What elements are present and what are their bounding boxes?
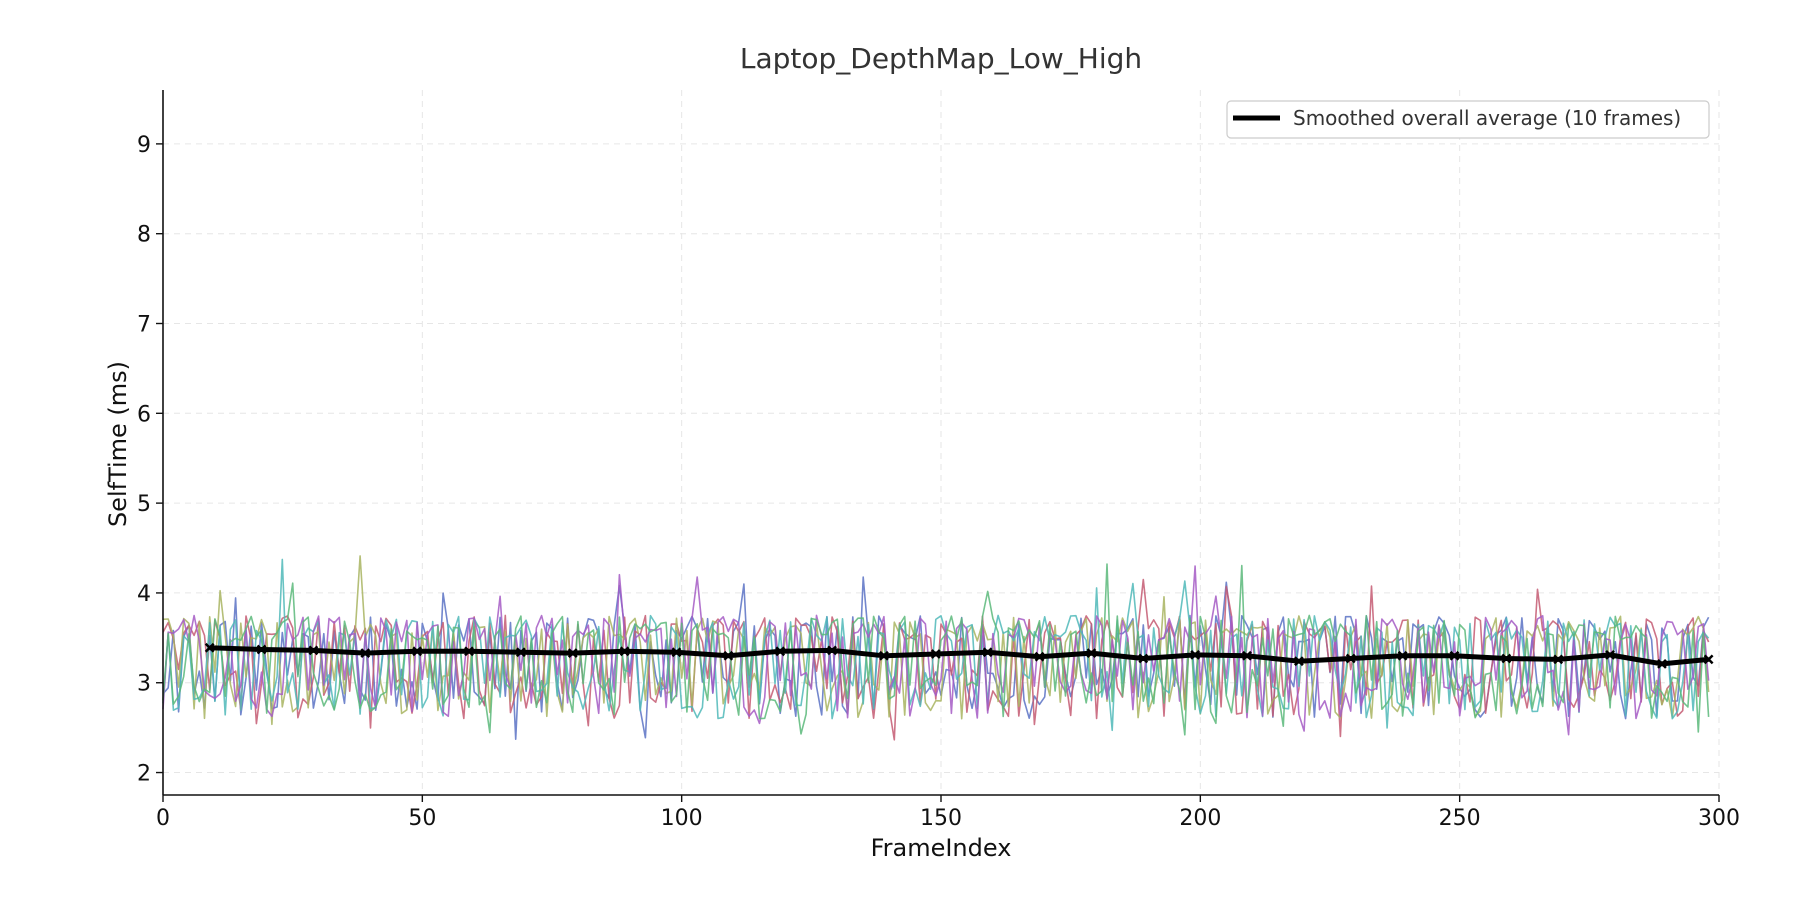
x-tick-label: 50 bbox=[408, 806, 436, 831]
y-tick-label: 5 bbox=[137, 492, 151, 517]
y-tick-label: 7 bbox=[137, 313, 151, 338]
average-point bbox=[256, 644, 267, 655]
average-point bbox=[567, 648, 578, 658]
average-point bbox=[1703, 654, 1714, 665]
y-tick-label: 6 bbox=[137, 402, 151, 427]
legend-label: Smoothed overall average (10 frames) bbox=[1293, 106, 1681, 130]
x-tick-label: 250 bbox=[1439, 806, 1481, 831]
average-point bbox=[1034, 651, 1045, 662]
average-point bbox=[775, 646, 786, 657]
average-point bbox=[1242, 650, 1252, 661]
x-tick-label: 200 bbox=[1179, 806, 1221, 831]
axis-layer: 0 50 100 150 200 250 300 2 3 4 5 6 7 8 9 bbox=[137, 90, 1740, 831]
average-point bbox=[1138, 653, 1149, 664]
average-point bbox=[879, 650, 889, 661]
average-point bbox=[412, 646, 423, 657]
average-point bbox=[1605, 650, 1615, 660]
average-point bbox=[515, 647, 526, 658]
average-point bbox=[360, 648, 371, 658]
average-series-line bbox=[209, 645, 1709, 667]
x-axis-label: FrameIndex bbox=[871, 834, 1012, 862]
average-point bbox=[464, 646, 474, 657]
y-tick-label: 9 bbox=[137, 133, 151, 158]
average-point bbox=[1345, 653, 1356, 664]
average-point bbox=[982, 647, 993, 658]
legend: Smoothed overall average (10 frames) bbox=[1226, 100, 1710, 139]
average-point bbox=[1657, 658, 1667, 669]
average-point bbox=[1449, 650, 1460, 661]
average-point bbox=[930, 649, 941, 659]
average-point bbox=[1086, 648, 1097, 658]
y-axis-label: SelfTime (ms) bbox=[104, 361, 132, 527]
chart-title: Laptop_DepthMap_Low_High bbox=[740, 42, 1142, 75]
noise-series-layer bbox=[162, 555, 1710, 741]
average-point bbox=[308, 645, 319, 656]
average-point bbox=[671, 647, 682, 658]
average-point bbox=[204, 642, 215, 653]
x-tick-label: 100 bbox=[661, 806, 703, 831]
y-tick-label: 3 bbox=[137, 672, 151, 697]
legend-box bbox=[1226, 100, 1710, 139]
noise-series-line-6 bbox=[162, 563, 1710, 736]
noise-series-line-5 bbox=[162, 565, 1710, 736]
y-tick-label: 2 bbox=[137, 762, 151, 787]
average-point bbox=[1553, 654, 1564, 665]
average-point bbox=[1293, 656, 1304, 667]
average-series-layer bbox=[204, 642, 1714, 669]
x-tick-label: 300 bbox=[1698, 806, 1740, 831]
x-tick-label: 0 bbox=[156, 806, 170, 831]
average-point bbox=[1190, 650, 1201, 660]
average-point bbox=[1397, 650, 1408, 661]
average-point bbox=[619, 646, 630, 657]
y-tick-label: 8 bbox=[137, 223, 151, 248]
average-point bbox=[1501, 653, 1512, 664]
average-point bbox=[723, 650, 734, 661]
x-tick-label: 150 bbox=[920, 806, 962, 831]
average-point bbox=[827, 645, 837, 656]
y-tick-label: 4 bbox=[137, 582, 151, 607]
